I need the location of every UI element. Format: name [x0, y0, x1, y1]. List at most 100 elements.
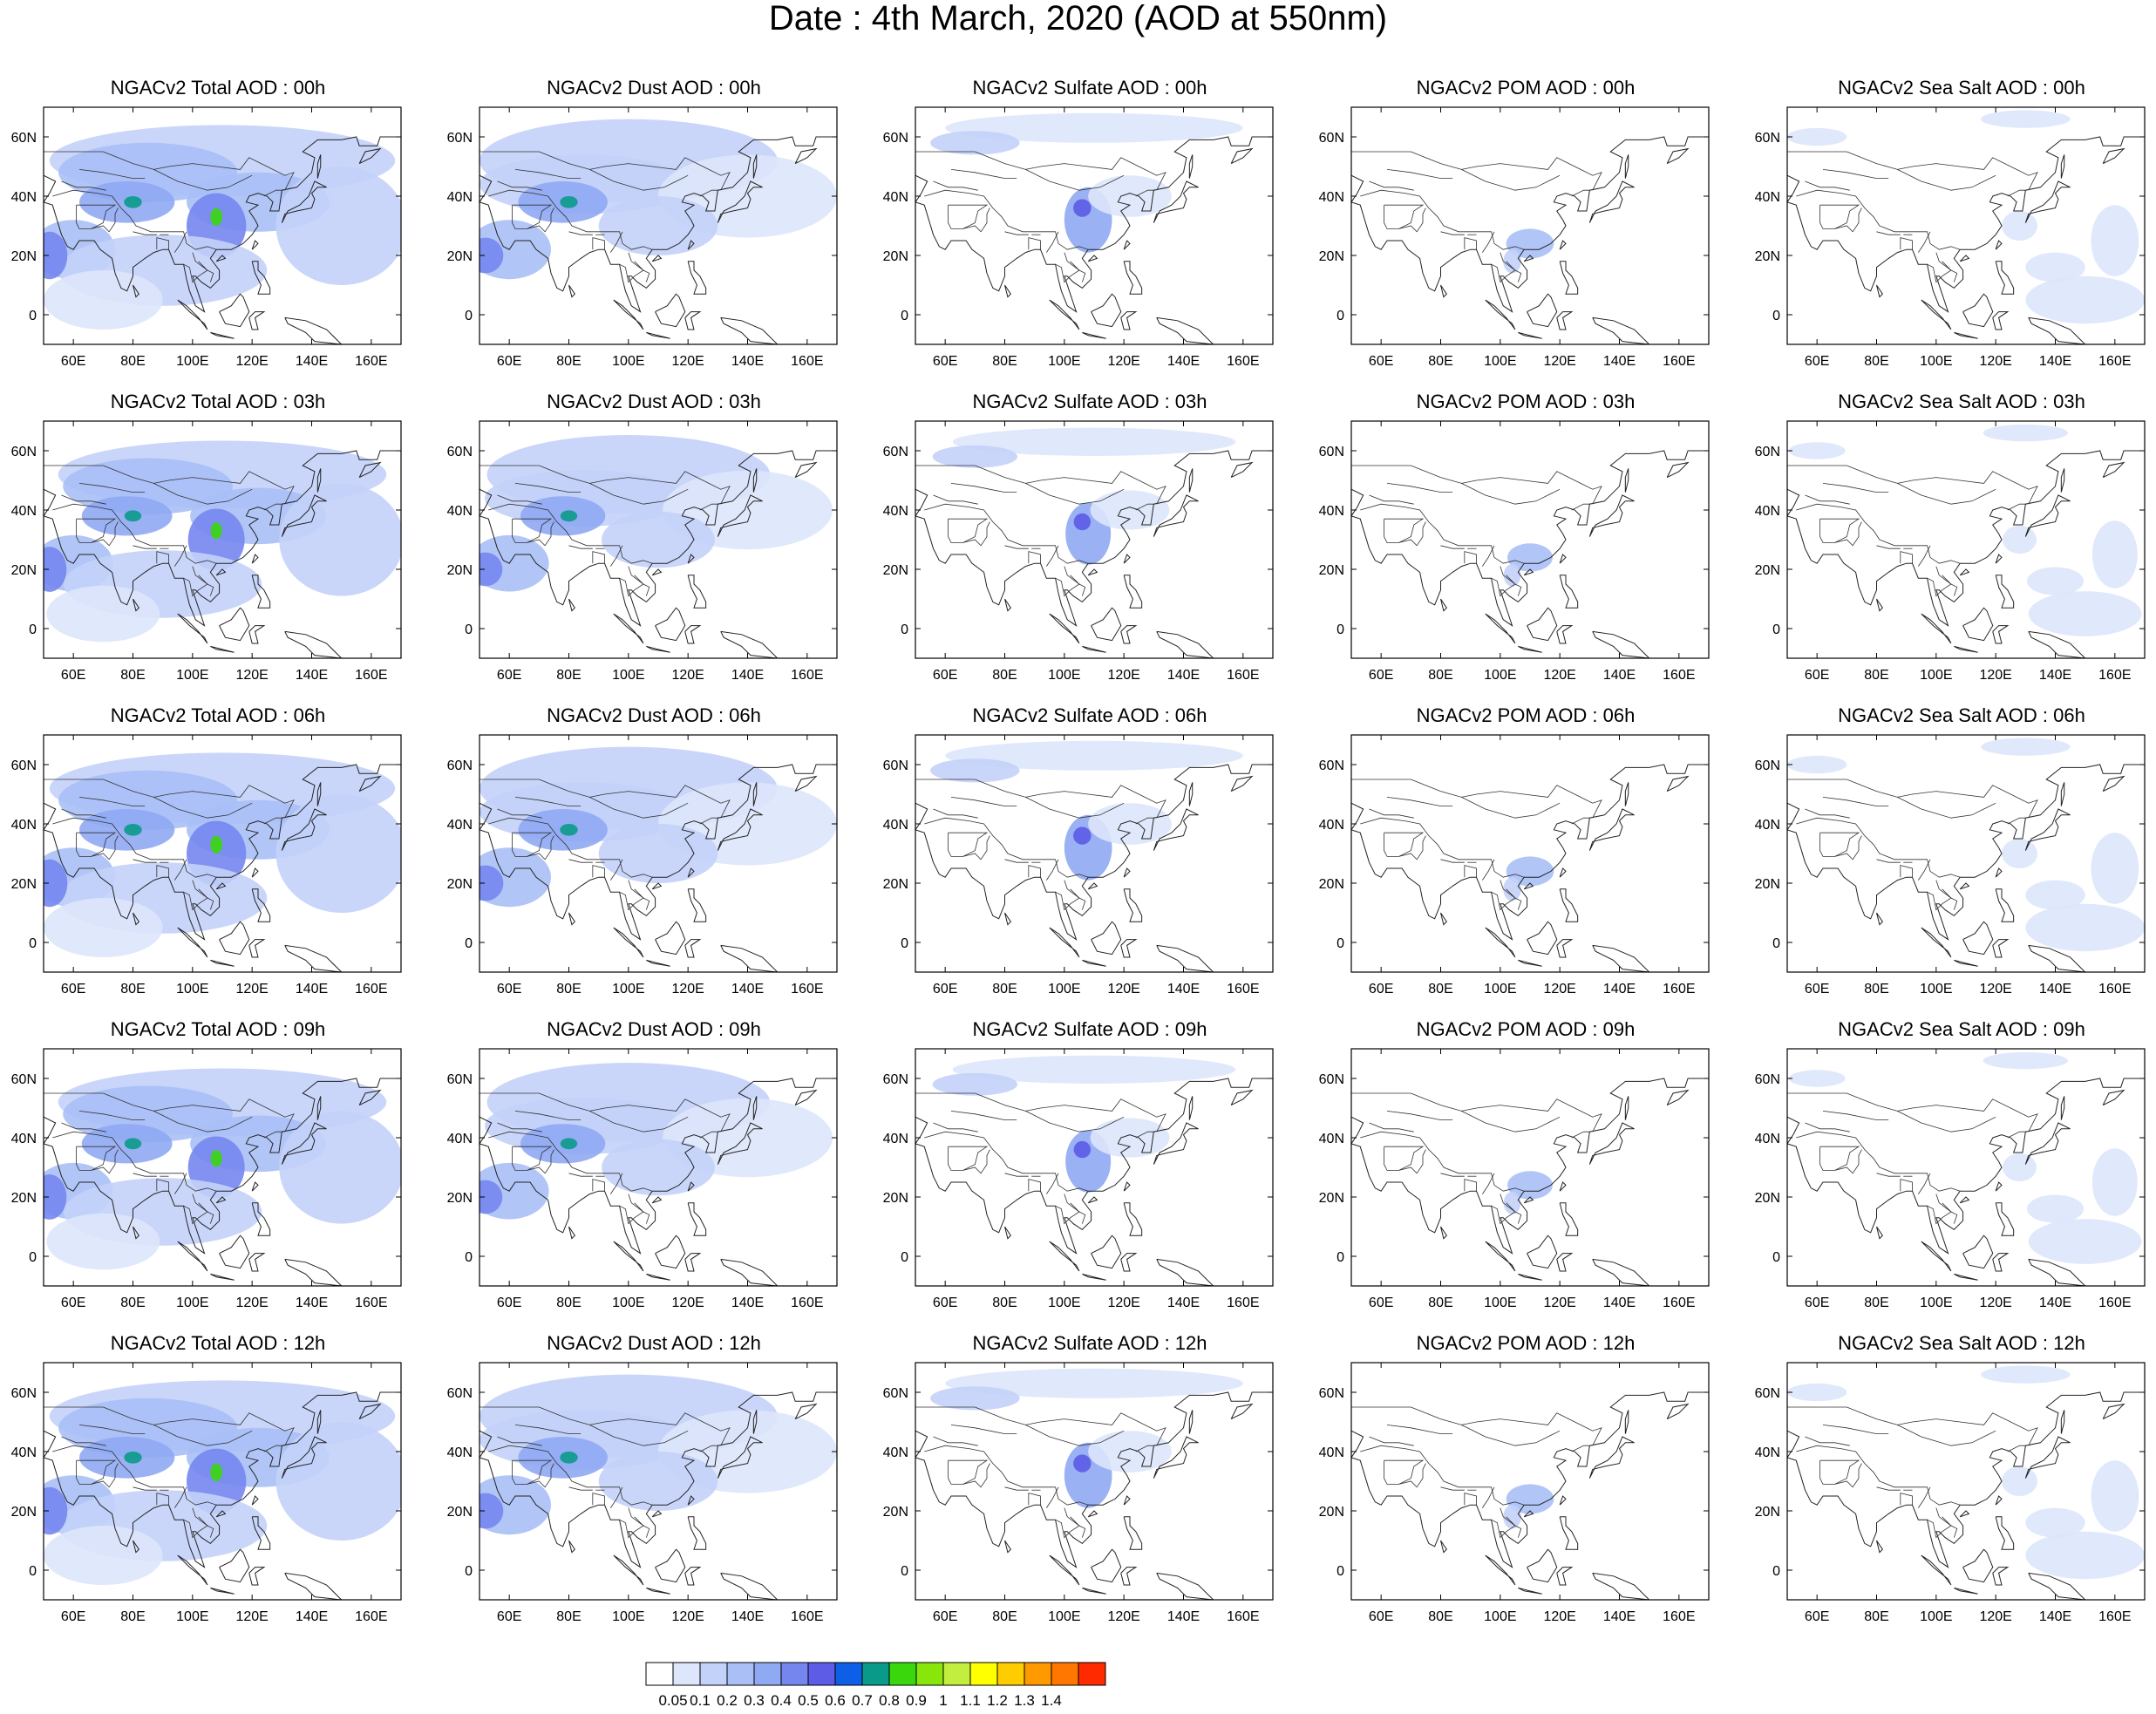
coastline	[1624, 782, 1629, 806]
country-border	[512, 1146, 553, 1171]
x-tick-label: 160E	[355, 1609, 387, 1624]
map-frame	[1786, 734, 2146, 973]
coastline	[1527, 607, 1558, 642]
x-tick-label: 100E	[1920, 668, 1952, 683]
y-tick-label: 0	[1336, 1250, 1344, 1265]
coastline	[1666, 147, 1690, 165]
country-border	[1411, 465, 1602, 505]
coastline	[210, 1273, 235, 1281]
coastline	[651, 1510, 663, 1518]
coastline	[44, 1391, 401, 1568]
x-tick-label: 80E	[992, 354, 1017, 369]
aod-field	[44, 1363, 401, 1600]
country-border	[634, 888, 650, 910]
country-border	[497, 1436, 542, 1446]
y-tick-label: 0	[1772, 622, 1780, 637]
coastline	[752, 1410, 758, 1434]
coastline	[1959, 568, 1970, 576]
coastline	[1559, 1516, 1579, 1550]
country-border	[527, 521, 554, 547]
country-border	[1135, 1445, 1154, 1452]
country-border	[948, 204, 989, 229]
country-border	[1398, 1149, 1426, 1174]
country-border	[1819, 832, 1860, 857]
country-border	[52, 189, 217, 250]
map-panel: NGACv2 Sulfate AOD : 09h 60E 80E 100E 120E 14…	[872, 1018, 1308, 1323]
coastline	[44, 764, 401, 941]
country-border	[1135, 1131, 1154, 1139]
x-tick-label: 120E	[671, 982, 704, 996]
x-tick-label: 60E	[1805, 668, 1829, 683]
colorbar-label: 0.8	[879, 1692, 900, 1709]
country-border	[183, 880, 208, 911]
colorbar-label: 1	[939, 1692, 947, 1709]
panel-title: NGACv2 Dust AOD : 06h	[547, 704, 761, 726]
x-tick-label: 80E	[120, 1609, 145, 1624]
coastline	[133, 598, 139, 612]
y-tick-label: 20N	[883, 877, 908, 892]
aod-cell	[275, 794, 401, 913]
coastline	[2102, 1089, 2125, 1106]
country-border	[2007, 1131, 2026, 1139]
country-border	[1070, 1516, 1086, 1538]
panel-title: NGACv2 Sea Salt AOD : 06h	[1838, 704, 2085, 726]
country-border	[1819, 1459, 1860, 1485]
x-tick-label: 60E	[61, 1609, 85, 1624]
coastline	[1351, 136, 1709, 313]
y-tick-label: 40N	[447, 818, 473, 833]
coastline	[1995, 1516, 2015, 1550]
x-tick-label: 120E	[1979, 1609, 2011, 1624]
x-tick-label: 100E	[1484, 982, 1516, 996]
x-tick-label: 100E	[176, 668, 208, 683]
country-border	[1876, 231, 1901, 235]
coastline	[720, 1258, 779, 1286]
map-frame	[1350, 420, 1710, 659]
x-tick-label: 120E	[1107, 982, 1139, 996]
coastline	[316, 1410, 322, 1434]
coastline	[646, 959, 670, 967]
colorbar-swatch	[834, 1662, 863, 1686]
y-tick-label: 20N	[11, 877, 37, 892]
country-border	[962, 1463, 990, 1488]
x-tick-label: 80E	[992, 982, 1017, 996]
y-tick-label: 60N	[1755, 758, 1780, 773]
coastline	[1559, 261, 1579, 295]
aod-cell	[930, 131, 1020, 155]
coastline	[2102, 461, 2125, 479]
coastline	[1153, 494, 1199, 537]
coastline	[219, 921, 250, 956]
coastline	[1518, 1587, 1542, 1595]
country-border	[539, 465, 731, 505]
coastline	[133, 1226, 139, 1240]
coastline	[1153, 180, 1199, 223]
coastline	[915, 450, 1273, 627]
coastline	[251, 867, 259, 878]
aod-cell	[1090, 490, 1170, 530]
country-border	[592, 237, 605, 250]
aod-cell	[124, 510, 142, 522]
coastline	[1588, 1436, 1635, 1479]
map-panel: NGACv2 Sea Salt AOD : 12h 60E 80E 100E 120E 1…	[1744, 1332, 2156, 1637]
coastline	[251, 888, 271, 922]
x-tick-label: 140E	[731, 982, 764, 996]
coastline	[1440, 598, 1447, 612]
coastline	[1559, 1202, 1579, 1236]
coastline	[1876, 284, 1883, 298]
colorbar-label: 0.9	[906, 1692, 927, 1709]
coastline	[1962, 607, 1994, 642]
coastline	[2028, 1258, 2086, 1286]
colorbar-swatch	[1051, 1662, 1079, 1686]
x-tick-label: 80E	[556, 982, 581, 996]
map-frame	[479, 420, 838, 659]
country-border	[1055, 1507, 1080, 1539]
aod-cell	[479, 552, 503, 587]
coastline	[215, 882, 227, 890]
country-border	[103, 151, 295, 191]
aod-cell	[945, 740, 1243, 771]
coastline	[1995, 888, 2015, 922]
country-border	[183, 566, 208, 597]
y-tick-label: 60N	[1319, 758, 1344, 773]
y-tick-label: 60N	[447, 131, 473, 146]
coastline	[1123, 1202, 1143, 1236]
x-tick-label: 60E	[933, 354, 957, 369]
